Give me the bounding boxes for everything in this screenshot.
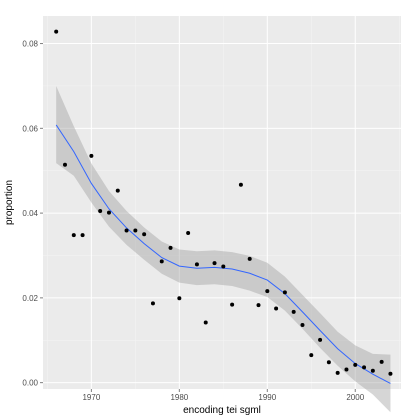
data-point — [335, 370, 340, 375]
data-point — [168, 245, 173, 250]
x-tick-label: 1970 — [82, 393, 100, 402]
y-axis-title: proportion — [4, 180, 15, 225]
confidence-ribbon — [56, 85, 391, 413]
data-point — [71, 233, 76, 238]
data-point — [274, 306, 279, 311]
data-point — [388, 371, 393, 376]
data-point — [186, 231, 191, 236]
major-gridlines — [43, 16, 401, 389]
data-point — [177, 296, 182, 301]
data-point — [353, 362, 358, 367]
data-point — [150, 301, 155, 306]
data-points — [54, 29, 393, 376]
data-point — [54, 29, 59, 34]
data-point — [98, 208, 103, 213]
data-point — [106, 210, 111, 215]
data-point — [309, 353, 314, 358]
minor-gridlines — [43, 16, 401, 389]
y-tick-label: 0.00 — [22, 379, 38, 388]
y-tick-label: 0.08 — [22, 40, 38, 49]
data-point — [194, 262, 199, 267]
data-point — [221, 264, 226, 269]
y-tick-label: 0.02 — [22, 294, 38, 303]
data-point — [80, 233, 85, 238]
data-point — [62, 162, 67, 167]
data-point — [291, 309, 296, 314]
plot-panel — [43, 16, 401, 389]
data-point — [282, 290, 287, 295]
x-tick-label: 1990 — [258, 393, 276, 402]
data-point — [238, 182, 243, 187]
y-axis-ticks: 0.00 0.02 0.04 0.06 0.08 — [22, 40, 43, 388]
x-tick-label: 2000 — [346, 393, 364, 402]
data-point — [344, 367, 349, 372]
data-point — [159, 259, 164, 264]
data-point — [256, 303, 261, 308]
data-point — [124, 228, 129, 233]
data-point — [133, 228, 138, 233]
x-axis-title: encoding tei sgml — [183, 405, 261, 416]
data-point — [115, 188, 120, 193]
data-point — [142, 232, 147, 237]
data-point — [362, 365, 367, 370]
x-axis-ticks: 1970 1980 1990 2000 — [82, 389, 365, 402]
y-tick-label: 0.06 — [22, 124, 38, 133]
data-point — [212, 261, 217, 266]
data-point — [300, 323, 305, 327]
y-tick-label: 0.04 — [22, 209, 38, 218]
data-point — [230, 302, 235, 307]
data-point — [318, 337, 323, 342]
x-tick-label: 1980 — [170, 393, 188, 402]
data-point — [247, 256, 252, 261]
data-point — [265, 289, 270, 294]
data-point — [379, 359, 384, 364]
data-point — [326, 360, 331, 365]
data-point — [89, 153, 94, 158]
data-point — [203, 320, 208, 325]
data-point — [370, 368, 375, 373]
